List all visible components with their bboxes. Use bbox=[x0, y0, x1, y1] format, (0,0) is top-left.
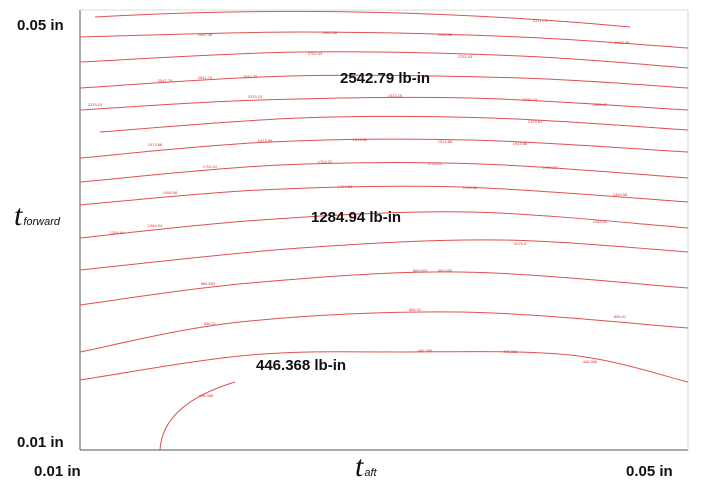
contour-level-label: 446.366 bbox=[199, 393, 214, 398]
x-tick-max: 0.05 in bbox=[626, 463, 673, 480]
callout-bottom: 446.368 lb-in bbox=[256, 357, 346, 374]
contour-level-label: 656.01 bbox=[204, 321, 217, 326]
contour-line bbox=[79, 185, 689, 206]
contour-line bbox=[79, 74, 689, 89]
contour-level-label: 1494.58 bbox=[613, 192, 628, 197]
contour-line bbox=[79, 138, 689, 159]
contour-line bbox=[79, 51, 689, 69]
contour-level-label: 865.653 bbox=[413, 268, 428, 273]
contour-line bbox=[79, 271, 689, 306]
contour-level-label: 1913.86 bbox=[353, 137, 368, 142]
callout-top: 2542.79 lb-in bbox=[340, 70, 430, 87]
contour-line bbox=[94, 10, 631, 28]
contour-level-label: 2333.15 bbox=[88, 102, 103, 107]
y-tick-max: 0.05 in bbox=[17, 17, 64, 34]
contour-level-label: 2333.15 bbox=[593, 102, 608, 107]
contour-level-label: 656.01 bbox=[614, 314, 627, 319]
contour-level-label: 2333.15 bbox=[523, 97, 538, 102]
contour-level-label: 2333.15 bbox=[248, 94, 263, 99]
contour-level-label: 446.366 bbox=[418, 348, 433, 353]
contour-level-label: 1704.22 bbox=[203, 164, 218, 169]
contour-level-labels: 3171.73 2962.38 2962.38 2962.38 2962.38 2752.… bbox=[88, 18, 630, 398]
contour-level-label: 2752.43 bbox=[458, 54, 473, 59]
contour-level-label: 865.653 bbox=[438, 268, 453, 273]
contour-level-label: 446.366 bbox=[503, 349, 518, 354]
contour-level-label: 1494.58 bbox=[338, 184, 353, 189]
contour-level-label: 1913.86 bbox=[513, 141, 528, 146]
contour-level-label: 2962.38 bbox=[615, 40, 630, 45]
contour-level-label: 1704.22 bbox=[318, 159, 333, 164]
contour-level-label: 1284.94 bbox=[110, 230, 125, 235]
contour-line bbox=[79, 351, 689, 383]
contour-level-label: 1913.86 bbox=[438, 139, 453, 144]
contour-level-label: 446.366 bbox=[583, 359, 598, 364]
contour-line bbox=[79, 31, 689, 49]
callout-middle: 1284.94 lb-in bbox=[311, 209, 401, 226]
contour-level-label: 1075.3 bbox=[514, 241, 527, 246]
x-tick-min: 0.01 in bbox=[34, 463, 81, 480]
contour-line bbox=[159, 381, 236, 451]
contour-lines bbox=[79, 10, 689, 451]
contour-level-label: 1913.86 bbox=[258, 138, 273, 143]
contour-level-label: 1284.94 bbox=[593, 219, 608, 224]
contour-line bbox=[79, 211, 689, 239]
contour-level-label: 1704.22 bbox=[543, 165, 558, 170]
contour-level-label: 865.653 bbox=[201, 281, 216, 286]
contour-line bbox=[79, 96, 689, 111]
contour-level-label: 2542.79 bbox=[243, 74, 258, 79]
contour-level-label: 1494.58 bbox=[463, 185, 478, 190]
contour-level-label: 2333.15 bbox=[388, 93, 403, 98]
contour-level-label: 2962.38 bbox=[323, 30, 338, 35]
contour-line bbox=[79, 311, 689, 353]
contour-level-label: 656.01 bbox=[409, 307, 422, 312]
y-axis-label: tforward bbox=[14, 199, 61, 232]
contour-level-label: 1284.94 bbox=[148, 223, 163, 228]
contour-level-label: 2962.38 bbox=[438, 32, 453, 37]
contour-level-label: 2542.79 bbox=[198, 75, 213, 80]
x-axis-label: taft bbox=[355, 450, 378, 483]
contour-line bbox=[99, 115, 689, 133]
contour-level-label: 2123.51 bbox=[528, 119, 543, 124]
contour-line bbox=[79, 162, 689, 183]
y-tick-min: 0.01 in bbox=[17, 434, 64, 451]
contour-level-label: 2962.38 bbox=[198, 32, 213, 37]
contour-level-label: 2542.79 bbox=[158, 78, 173, 83]
contour-line bbox=[79, 239, 689, 271]
contour-level-label: 2752.43 bbox=[308, 51, 323, 56]
contour-level-label: 1494.58 bbox=[163, 190, 178, 195]
contour-level-label: 1704.22 bbox=[428, 161, 443, 166]
contour-level-label: 1913.86 bbox=[148, 142, 163, 147]
contour-level-label: 3171.73 bbox=[533, 18, 548, 23]
